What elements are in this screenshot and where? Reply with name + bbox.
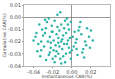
svg-text:0.02: 0.02 (85, 69, 96, 75)
svg-text:-0.02: -0.02 (46, 69, 59, 75)
svg-text:-0.03: -0.03 (8, 51, 21, 57)
svg-text:-0.04: -0.04 (8, 63, 21, 69)
svg-text:-0.01: -0.01 (8, 26, 21, 32)
svg-text:-0.04: -0.04 (27, 69, 40, 75)
svg-text:0.01: 0.01 (10, 2, 21, 8)
svg-text:-0.02: -0.02 (8, 38, 21, 44)
svg-text:0.00: 0.00 (66, 69, 77, 75)
svg-text:Cumulative CAR(%): Cumulative CAR(%) (2, 13, 7, 57)
svg-text:Instantaneous CAR(%): Instantaneous CAR(%) (42, 74, 93, 79)
svg-text:0.00: 0.00 (10, 14, 21, 20)
